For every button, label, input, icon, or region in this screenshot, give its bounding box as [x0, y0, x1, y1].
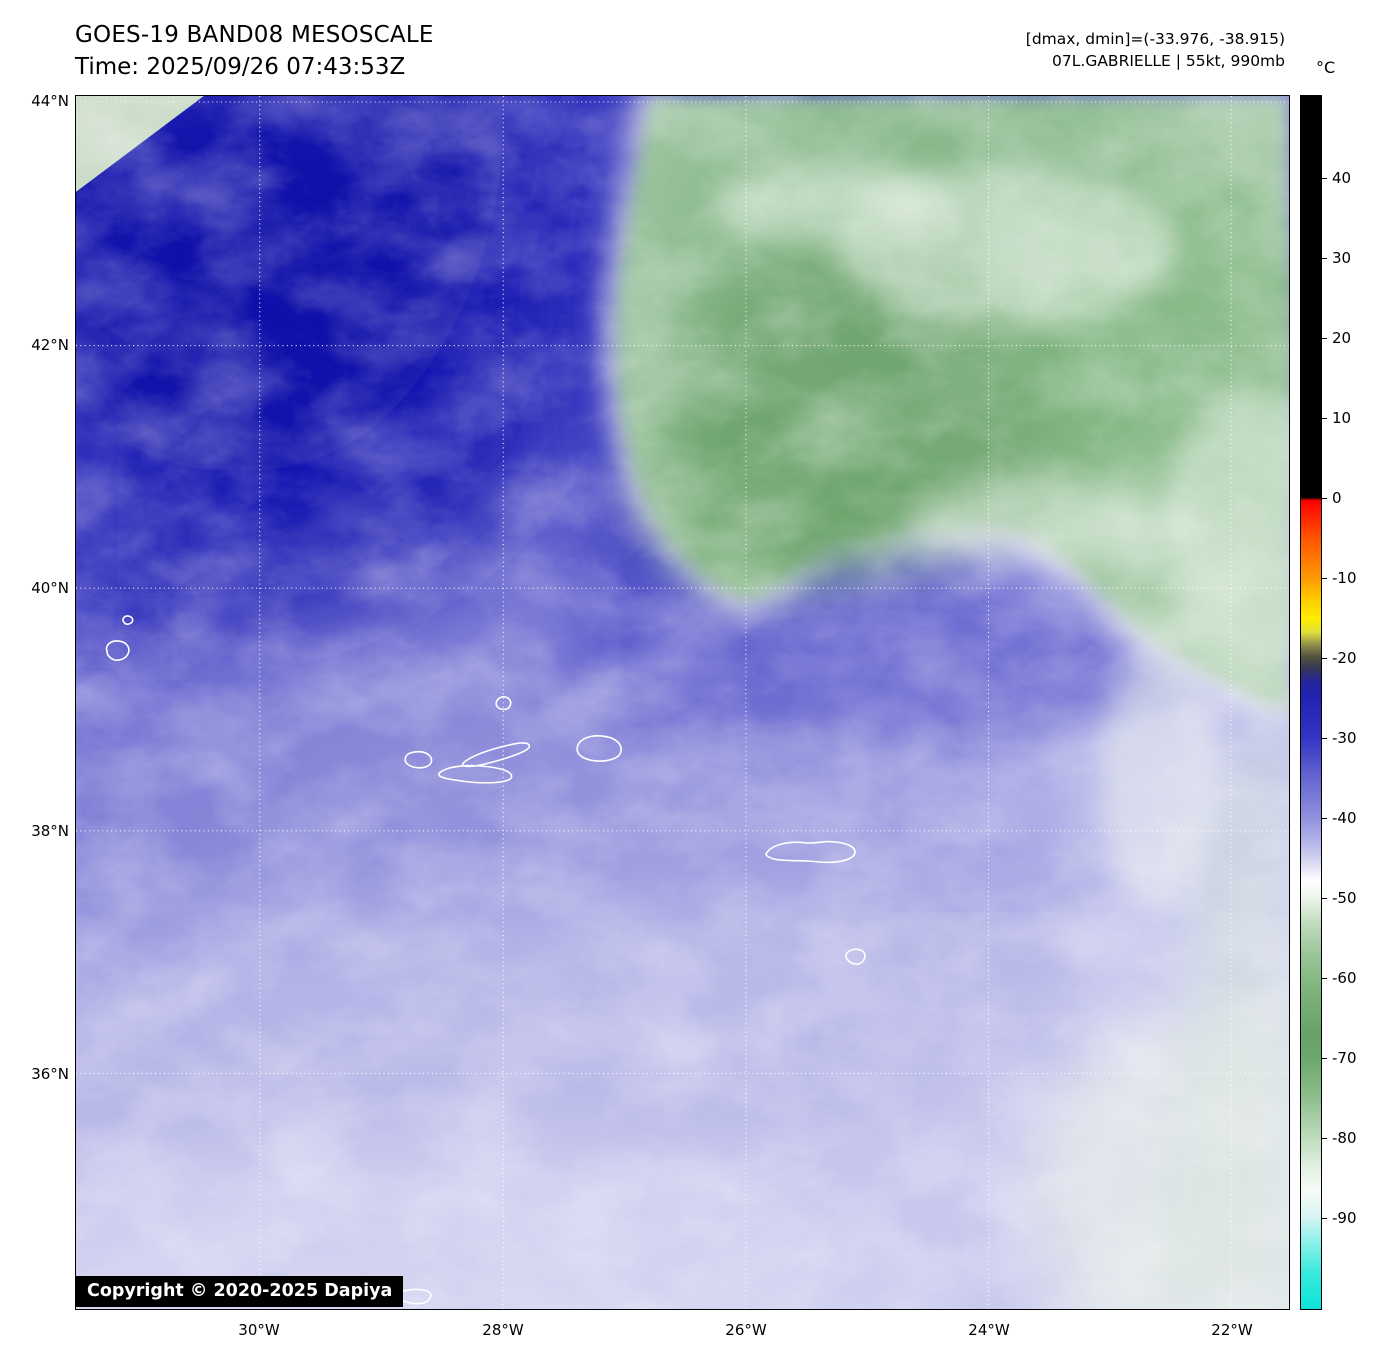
lon-label-24w: 24°W — [968, 1321, 1010, 1339]
colorbar-tick-label: -60 — [1332, 969, 1357, 987]
colorbar-tick — [1322, 258, 1327, 259]
lat-label-40n: 40°N — [31, 579, 69, 597]
colorbar-unit-label: °C — [1316, 58, 1336, 77]
colorbar-tick — [1322, 1138, 1327, 1139]
temperature-colorbar — [1300, 95, 1322, 1310]
lat-label-42n: 42°N — [31, 336, 69, 354]
lon-label-26w: 26°W — [725, 1321, 767, 1339]
satellite-image — [76, 96, 1289, 1309]
colorbar-tick — [1322, 738, 1327, 739]
colorbar-tick-label: -10 — [1332, 569, 1357, 587]
colorbar-tick — [1322, 978, 1327, 979]
timestamp: Time: 2025/09/26 07:43:53Z — [75, 54, 406, 80]
colorbar-tick-label: -80 — [1332, 1129, 1357, 1147]
colorbar-tick-label: -40 — [1332, 809, 1357, 827]
colorbar-tick-label: 40 — [1332, 169, 1352, 187]
colorbar-tick-label: 10 — [1332, 409, 1352, 427]
lat-label-44n: 44°N — [31, 92, 69, 110]
island-outline — [122, 615, 134, 626]
satellite-map: Copyright © 2020-2025 Dapiya — [75, 95, 1290, 1310]
colorbar-tick-label: -30 — [1332, 729, 1357, 747]
colorbar-tick-label: -90 — [1332, 1209, 1357, 1227]
colorbar-tick — [1322, 1058, 1327, 1059]
copyright-label: Copyright © 2020-2025 Dapiya — [76, 1276, 404, 1307]
island-outline — [438, 764, 513, 784]
colorbar-tick — [1322, 898, 1327, 899]
island-outline — [396, 1288, 432, 1305]
island-outline — [105, 640, 130, 661]
colorbar-tick-label: -20 — [1332, 649, 1357, 667]
product-title: GOES-19 BAND08 MESOSCALE — [75, 22, 434, 48]
colorbar-tick — [1322, 498, 1327, 499]
cloud-texture-overlay — [76, 96, 1289, 1309]
colorbar-tick — [1322, 658, 1327, 659]
lon-label-28w: 28°W — [482, 1321, 524, 1339]
latlon-gridlines — [76, 96, 1289, 1309]
colorbar-tick — [1322, 338, 1327, 339]
island-outline — [765, 840, 856, 864]
colorbar-tick — [1322, 1218, 1327, 1219]
colorbar-tick — [1322, 578, 1327, 579]
lat-label-38n: 38°N — [31, 822, 69, 840]
colorbar-tick-label: -70 — [1332, 1049, 1357, 1067]
lon-label-22w: 22°W — [1211, 1321, 1253, 1339]
lat-label-36n: 36°N — [31, 1065, 69, 1083]
colorbar-tick-label: 30 — [1332, 249, 1352, 267]
colorbar-tick-label: 20 — [1332, 329, 1352, 347]
colorbar-tick-label: -50 — [1332, 889, 1357, 907]
lon-label-30w: 30°W — [238, 1321, 280, 1339]
island-outlines — [105, 615, 866, 1305]
storm-info: 07L.GABRIELLE | 55kt, 990mb — [1052, 52, 1285, 70]
colorbar-tick — [1322, 818, 1327, 819]
colorbar-tick — [1322, 178, 1327, 179]
island-outline — [495, 696, 512, 711]
dmax-dmin-readout: [dmax, dmin]=(-33.976, -38.915) — [1025, 30, 1285, 48]
colorbar-tick-label: 0 — [1332, 489, 1342, 507]
island-outline — [576, 735, 622, 762]
island-outline — [404, 750, 433, 769]
island-outline — [844, 948, 866, 965]
colorbar-tick — [1322, 418, 1327, 419]
